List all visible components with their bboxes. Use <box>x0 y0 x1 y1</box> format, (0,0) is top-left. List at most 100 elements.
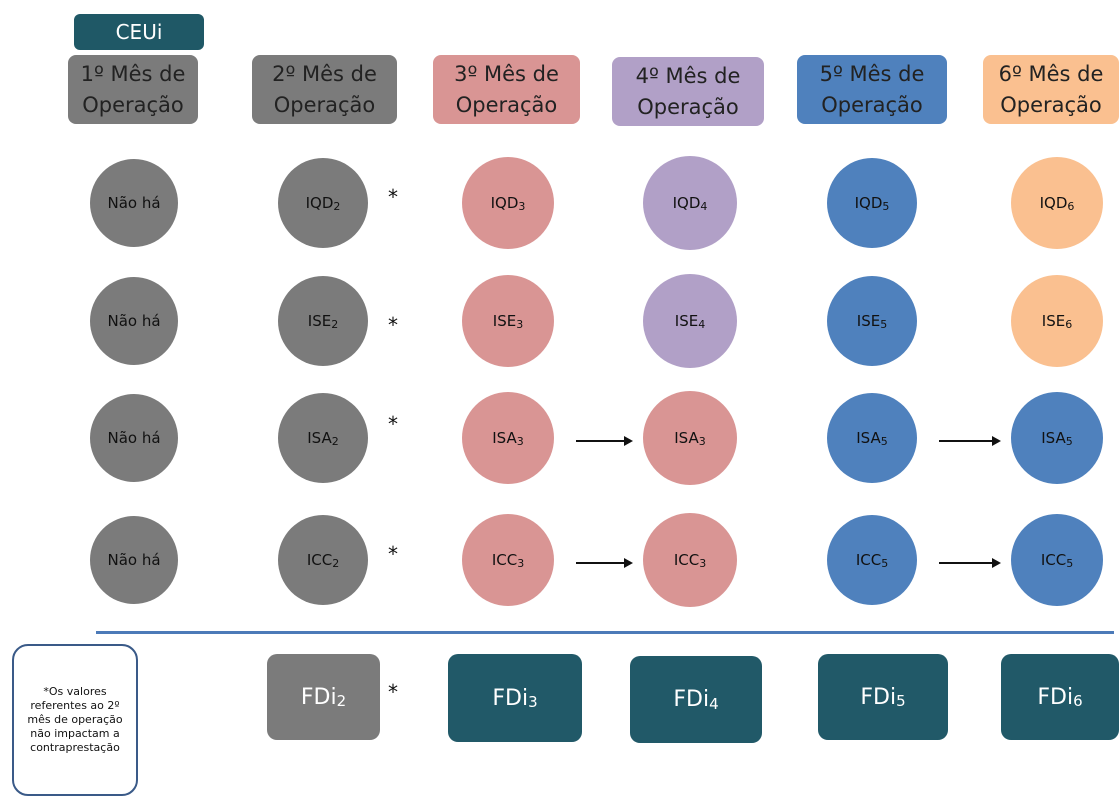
indicator-subscript: 3 <box>516 434 524 448</box>
indicator-subscript: 5 <box>880 317 888 331</box>
arrow-head <box>624 558 633 568</box>
indicator-circle: Não há <box>90 159 178 247</box>
indicator-subscript: 5 <box>882 199 890 213</box>
asterisk-marker: * <box>388 412 398 436</box>
indicator-base: ISA <box>856 429 881 447</box>
arrow-shaft <box>939 562 992 564</box>
indicator-subscript: 6 <box>1065 317 1073 331</box>
arrow-shaft <box>576 440 624 442</box>
indicator-circle: ISA 2 <box>278 393 368 483</box>
fdi-box: FDi 2 <box>267 654 380 740</box>
indicator-circle: IQD 4 <box>643 156 737 250</box>
indicator-base: ISE <box>307 312 332 330</box>
indicator-circle: ISE 2 <box>278 276 368 366</box>
fdi-subscript: 4 <box>709 694 719 713</box>
indicator-circle: IQD 5 <box>827 158 917 248</box>
indicator-circle: Não há <box>90 516 178 604</box>
indicator-base: ISA <box>674 429 699 447</box>
fdi-box: FDi 5 <box>818 654 948 740</box>
indicator-subscript: 6 <box>1067 199 1075 213</box>
fdi-subscript: 6 <box>1073 692 1083 710</box>
indicator-subscript: 3 <box>517 556 525 570</box>
arrow-head <box>624 436 633 446</box>
indicator-circle: Não há <box>90 277 178 365</box>
footnote-box: *Os valores referentes ao 2º mês de oper… <box>12 644 138 796</box>
asterisk-marker-fdi: * <box>388 680 398 704</box>
indicator-circle: ISA 5 <box>827 393 917 483</box>
fdi-box: FDi 4 <box>630 656 762 743</box>
indicator-circle: ICC 5 <box>827 515 917 605</box>
indicator-base: ICC <box>855 551 882 569</box>
indicator-subscript: 5 <box>881 556 889 570</box>
fdi-base: FDi <box>860 684 897 710</box>
indicator-base: ICC <box>306 551 333 569</box>
arrow-head <box>992 436 1001 446</box>
indicator-label: Não há <box>107 194 161 212</box>
fdi-base: FDi <box>673 687 710 712</box>
indicator-subscript: 4 <box>698 317 706 331</box>
indicator-base: ISA <box>307 429 332 447</box>
indicator-base: ISE <box>492 312 517 330</box>
month-header-5: 5º Mês de Operação <box>797 55 947 124</box>
indicator-subscript: 2 <box>332 556 340 570</box>
indicator-circle: ISE 6 <box>1011 275 1103 367</box>
indicator-base: ICC <box>491 551 518 569</box>
arrow-right-icon <box>939 558 1001 568</box>
arrow-shaft <box>576 562 624 564</box>
indicator-label: Não há <box>107 429 161 447</box>
indicator-subscript: 2 <box>331 317 339 331</box>
indicator-subscript: 4 <box>700 199 708 213</box>
indicator-label: Não há <box>107 551 161 569</box>
indicator-base: ICC <box>1040 551 1067 569</box>
month-header-4: 4º Mês de Operação <box>612 57 764 126</box>
indicator-subscript: 3 <box>518 199 526 213</box>
indicator-base: ISA <box>492 429 517 447</box>
indicator-circle: ISA 3 <box>462 392 554 484</box>
indicator-circle: ICC 3 <box>643 513 737 607</box>
fdi-subscript: 3 <box>528 693 538 711</box>
fdi-box: FDi 3 <box>448 654 582 742</box>
fdi-subscript: 5 <box>896 692 906 710</box>
indicator-subscript: 2 <box>331 434 339 448</box>
indicator-circle: IQD 6 <box>1011 157 1103 249</box>
indicator-subscript: 5 <box>880 434 888 448</box>
indicator-base: IQD <box>1039 194 1068 212</box>
arrow-shaft <box>939 440 992 442</box>
indicator-base: IQD <box>490 194 519 212</box>
arrow-head <box>992 558 1001 568</box>
month-header-2: 2º Mês de Operação <box>252 55 397 124</box>
indicator-base: IQD <box>305 194 334 212</box>
arrow-right-icon <box>939 436 1001 446</box>
arrow-right-icon <box>576 436 633 446</box>
indicator-circle: ICC 5 <box>1011 514 1103 606</box>
month-header-6: 6º Mês de Operação <box>983 55 1119 124</box>
indicator-circle: ISE 5 <box>827 276 917 366</box>
ceui-tag: CEUi <box>74 14 204 50</box>
indicator-circle: IQD 3 <box>462 157 554 249</box>
indicator-circle: Não há <box>90 394 178 482</box>
indicator-base: ISE <box>1041 312 1066 330</box>
indicator-base: ISE <box>674 312 699 330</box>
fdi-base: FDi <box>1037 684 1074 710</box>
divider-line <box>96 631 1114 634</box>
indicator-circle: ICC 3 <box>462 514 554 606</box>
indicator-base: ISE <box>856 312 881 330</box>
month-header-3: 3º Mês de Operação <box>433 55 580 124</box>
indicator-circle: ISE 4 <box>643 274 737 368</box>
asterisk-marker: * <box>388 185 398 209</box>
footnote-text: *Os valores referentes ao 2º mês de oper… <box>27 685 123 754</box>
indicator-base: ICC <box>673 551 700 569</box>
indicator-subscript: 3 <box>699 556 707 570</box>
fdi-subscript: 2 <box>336 692 347 710</box>
indicator-subscript: 5 <box>1065 434 1073 448</box>
indicator-circle: ISA 3 <box>643 391 737 485</box>
fdi-base: FDi <box>300 684 337 710</box>
fdi-base: FDi <box>492 685 529 711</box>
indicator-subscript: 3 <box>698 434 706 448</box>
indicator-subscript: 2 <box>333 199 341 213</box>
indicator-base: IQD <box>672 194 701 212</box>
indicator-label: Não há <box>107 312 161 330</box>
indicator-circle: ISE 3 <box>462 275 554 367</box>
month-header-1: 1º Mês de Operação <box>68 55 198 124</box>
indicator-circle: ICC 2 <box>278 515 368 605</box>
